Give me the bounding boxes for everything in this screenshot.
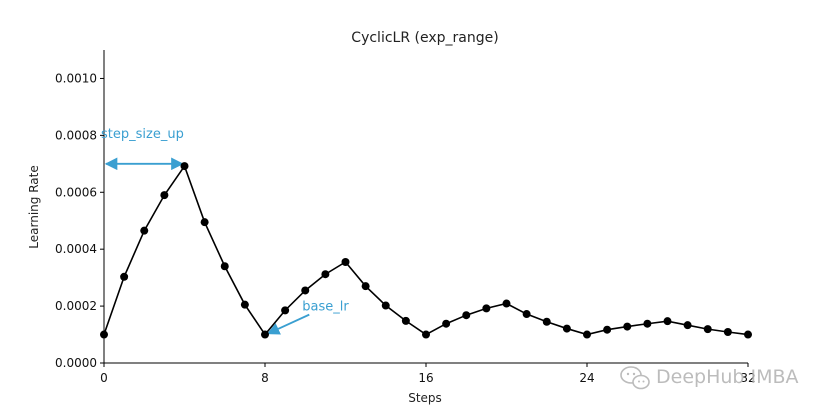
data-point [140, 226, 149, 235]
data-point [623, 322, 632, 331]
watermark-text: DeepHub IMBA [656, 366, 799, 388]
data-point [180, 162, 189, 171]
data-point [261, 330, 269, 339]
data-point [401, 316, 410, 325]
series [100, 162, 752, 339]
data-point [361, 282, 370, 291]
wechat-icon [620, 366, 650, 390]
y-tick-label: 0.0004 [55, 242, 97, 256]
x-tick-label: 24 [579, 371, 594, 385]
y-tick-label: 0.0008 [55, 128, 97, 142]
y-tick-label: 0.0000 [55, 356, 97, 370]
data-point [120, 272, 129, 281]
data-point [542, 317, 551, 326]
data-point [482, 304, 491, 313]
data-point [723, 327, 732, 336]
data-point [703, 325, 712, 334]
x-tick-label: 32 [740, 371, 755, 385]
data-point [301, 286, 310, 295]
data-point [422, 330, 430, 339]
data-point [603, 325, 612, 334]
y-axis-label: Learning Rate [27, 165, 41, 248]
data-point [522, 310, 531, 319]
data-point [502, 299, 511, 308]
y-tick-label: 0.0002 [55, 299, 97, 313]
data-point [583, 330, 591, 339]
x-tick-label: 16 [418, 371, 433, 385]
data-point [160, 191, 169, 200]
y-tick-label: 0.0006 [55, 185, 97, 199]
data-point [442, 319, 451, 328]
data-point [562, 324, 571, 333]
x-axis-label: Steps [408, 391, 442, 405]
data-point [683, 321, 692, 330]
data-point [281, 306, 290, 315]
x-tick-label: 8 [261, 371, 269, 385]
annotations: step_size_up base_lr [101, 127, 349, 335]
data-point [321, 270, 330, 279]
ticks: 0 8 16 24 32 0.0000 0.0002 0.0004 0.0006 0.0008 0.… [55, 71, 756, 385]
data-point [200, 218, 209, 227]
watermark: DeepHub IMBA [620, 366, 799, 390]
data-point [462, 311, 471, 320]
data-point [341, 257, 350, 266]
x-tick-label: 0 [100, 371, 108, 385]
data-point [100, 330, 108, 339]
annotation-label: step_size_up [101, 127, 184, 142]
data-point [220, 262, 229, 271]
data-point [663, 317, 672, 326]
annotation-arrow [266, 313, 310, 335]
chart-title: CyclicLR (exp_range) [351, 30, 498, 46]
data-point [744, 330, 752, 339]
data-point [643, 319, 652, 328]
y-tick-label: 0.0010 [55, 71, 97, 85]
annotation-label: base_lr [302, 299, 349, 314]
data-point [240, 300, 249, 309]
data-point [381, 301, 390, 310]
